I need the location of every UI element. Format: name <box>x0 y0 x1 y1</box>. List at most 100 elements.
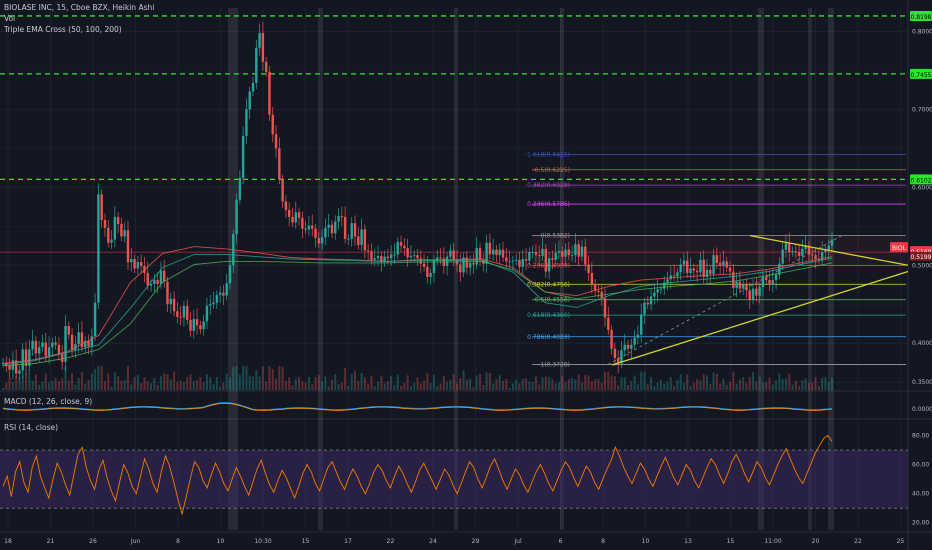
price-axis-tick: 0.8000 <box>912 28 932 35</box>
ema-indicator-label[interactable]: Triple EMA Cross (50, 100, 200) <box>4 25 122 34</box>
candle-body <box>21 349 24 371</box>
volume-bar <box>725 384 728 390</box>
volume-bar <box>455 383 458 390</box>
volume-bar <box>653 386 656 390</box>
volume-bar <box>15 376 18 390</box>
volume-bar <box>689 385 692 390</box>
candle-body <box>811 254 814 256</box>
volume-bar <box>113 372 116 390</box>
volume-bar <box>235 366 238 390</box>
volume-bar <box>479 374 482 390</box>
candle-body <box>304 228 307 230</box>
candle-body <box>765 276 768 281</box>
volume-bar <box>245 366 248 390</box>
candle-body <box>225 283 228 296</box>
volume-bar <box>314 377 317 390</box>
candle-body <box>123 230 126 237</box>
volume-bar <box>623 377 626 390</box>
candle-body <box>656 289 659 293</box>
candle-body <box>195 319 199 326</box>
volume-bar <box>330 379 333 390</box>
volume-bar <box>340 382 343 390</box>
candle-body <box>261 32 265 62</box>
volume-bar <box>548 377 551 390</box>
volume-bar <box>140 383 143 390</box>
vol-label[interactable]: Vol <box>4 14 16 23</box>
candle-body <box>577 244 580 257</box>
candle-body <box>284 201 288 210</box>
session-band <box>808 8 812 530</box>
volume-bar <box>103 381 106 390</box>
volume-bar <box>669 377 672 390</box>
volume-bar <box>817 385 820 390</box>
volume-bar <box>574 379 577 390</box>
candle-body <box>699 259 702 273</box>
candle-body <box>597 290 600 292</box>
candle-body <box>258 32 261 48</box>
volume-bar <box>146 381 149 390</box>
volume-bar <box>18 377 21 390</box>
candle-body <box>353 223 357 237</box>
volume-bar <box>673 385 676 390</box>
volume-bar <box>798 386 801 390</box>
candle-body <box>215 294 219 303</box>
candle-body <box>771 280 774 285</box>
price-tag-secondary <box>910 251 932 261</box>
volume-bar <box>485 372 488 390</box>
macd-label[interactable]: MACD (12, 26, close, 9) <box>4 397 93 406</box>
time-axis-tick: 24 <box>429 538 437 545</box>
fib-label: 0(0.5382) <box>541 232 571 239</box>
candle-body <box>80 332 84 348</box>
candle-body <box>24 349 28 366</box>
candle-body <box>44 342 47 356</box>
volume-bar <box>367 383 370 390</box>
rsi-label[interactable]: RSI (14, close) <box>4 423 59 432</box>
candle-body <box>228 265 232 284</box>
candle-body <box>432 260 436 274</box>
rsi-axis-tick: 80.00 <box>912 433 929 440</box>
fib-label: 1(0.3728) <box>541 361 571 368</box>
candle-body <box>718 262 722 267</box>
candle-body <box>551 258 554 260</box>
time-axis-tick: 10 <box>217 538 225 545</box>
volume-bar <box>255 370 258 390</box>
time-axis-tick: 17 <box>344 538 352 545</box>
volume-bar <box>811 382 814 390</box>
volume-bar <box>752 372 755 390</box>
volume-bar <box>64 366 67 390</box>
symbol-tag <box>890 242 908 253</box>
candle-body <box>495 249 498 256</box>
volume-bar <box>732 371 735 390</box>
volume-bar <box>307 377 310 390</box>
volume-bar <box>439 383 442 390</box>
volume-bar <box>738 379 741 390</box>
time-axis-tick: 18 <box>4 538 12 545</box>
volume-bar <box>130 384 133 390</box>
candle-body <box>57 344 61 355</box>
volume-bar <box>531 382 534 390</box>
candle-body <box>130 259 133 263</box>
candle-body <box>113 216 117 240</box>
candle-body <box>741 284 745 289</box>
volume-bar <box>71 373 74 390</box>
ema-line <box>2 246 833 364</box>
volume-bar <box>748 377 751 390</box>
time-axis-tick: 15 <box>302 538 310 545</box>
candle-body <box>564 249 567 257</box>
volume-bar <box>258 376 261 390</box>
time-axis-tick: 20 <box>812 538 820 545</box>
volume-bar <box>268 366 271 390</box>
volume-bar <box>590 381 593 390</box>
candle-body <box>590 273 594 284</box>
candle-body <box>192 319 196 331</box>
candle-body <box>179 316 182 318</box>
volume-bar <box>117 376 120 390</box>
volume-bar <box>202 382 205 390</box>
volume-bar <box>97 366 100 390</box>
candle-body <box>340 216 344 218</box>
candle-body <box>505 257 508 262</box>
volume-bar <box>775 380 778 390</box>
volume-bar <box>288 377 291 390</box>
volume-bar <box>801 380 804 390</box>
